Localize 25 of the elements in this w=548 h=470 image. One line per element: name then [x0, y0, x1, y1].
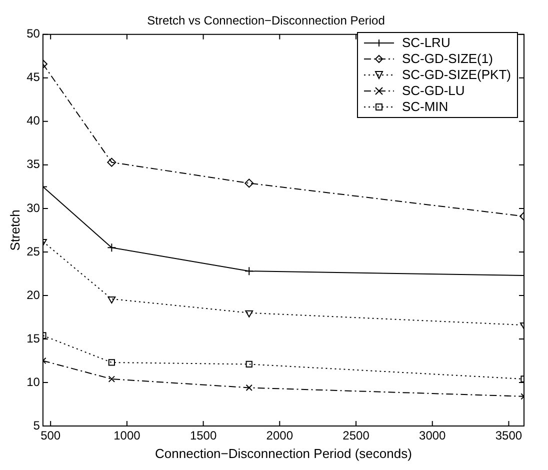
y-tick-label: 45 [26, 70, 40, 84]
y-tick-label: 5 [33, 418, 40, 432]
x-tick-label: 1000 [114, 428, 141, 443]
y-tick-label: 15 [26, 331, 40, 346]
y-tick-label: 35 [26, 157, 40, 172]
y-tick-label: 10 [26, 374, 40, 389]
legend-label: SC-LRU [402, 35, 450, 51]
x-tick-label: 3500 [495, 428, 522, 443]
legend-label: SC-GD-LU [402, 83, 465, 99]
x-tick-label: 2500 [342, 428, 370, 443]
legend-label: SC-GD-SIZE(PKT) [402, 67, 511, 83]
y-tick-label: 50 [26, 26, 40, 41]
x-axis-title: Connection−Disconnection Period (seconds) [155, 446, 412, 461]
x-tick-label: 1500 [190, 428, 217, 443]
legend-label: SC-MIN [402, 99, 448, 115]
y-tick-label: 40 [26, 114, 40, 128]
x-tick-label: 500 [40, 428, 61, 443]
x-tick-label: 3000 [419, 428, 446, 443]
y-tick-label: 30 [26, 200, 40, 215]
x-tick-label: 2000 [266, 428, 294, 443]
legend-label: SC-GD-SIZE(1) [402, 51, 493, 67]
y-tick-label: 20 [26, 288, 40, 302]
y-axis-title: Stretch [7, 210, 22, 251]
y-tick-label: 25 [26, 244, 40, 258]
chart-title: Stretch vs Connection−Disconnection Period [147, 14, 385, 28]
